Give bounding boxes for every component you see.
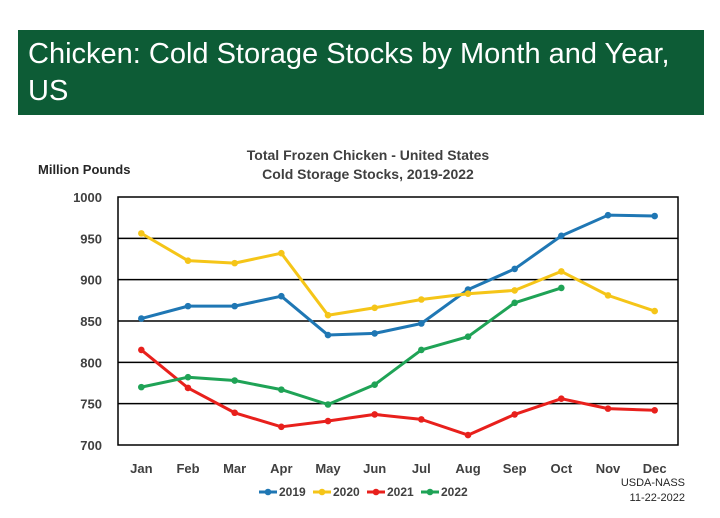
data-point-2019-mar <box>231 302 238 310</box>
data-point-2021-jun <box>371 411 378 418</box>
data-point-2022-apr <box>278 386 285 393</box>
legend-label-2019: 2019 <box>279 485 306 499</box>
x-tick-jan: Jan <box>130 461 152 476</box>
data-point-2021-dec <box>651 406 658 414</box>
series-line-2022 <box>141 286 562 406</box>
x-tick-may: May <box>315 461 341 476</box>
y-tick-labels: 700 750 800 850 900 950 1000 <box>73 190 102 453</box>
data-point-2022-mar <box>231 377 238 384</box>
y-tick-900: 900 <box>80 273 102 288</box>
series-2021 <box>138 346 658 439</box>
data-point-2021-mar <box>231 409 238 417</box>
data-point-2020-mar <box>231 259 238 267</box>
series-line-2019 <box>140 213 655 337</box>
legend-item-2020: 2020 <box>313 485 360 499</box>
x-tick-nov: Nov <box>596 461 621 476</box>
data-point-2021-jan <box>138 346 145 354</box>
y-tick-1000: 1000 <box>73 190 102 205</box>
x-tick-dec: Dec <box>643 461 667 476</box>
legend-marker-2020 <box>318 488 326 496</box>
y-axis-label: Million Pounds <box>38 162 130 177</box>
data-point-2021-jul <box>418 416 425 423</box>
data-point-2019-jun <box>371 330 378 337</box>
data-point-2020-feb <box>184 257 192 264</box>
data-point-2021-feb <box>184 384 192 392</box>
data-point-2019-apr <box>278 292 285 300</box>
chart-title: Total Frozen Chicken - United States Cold… <box>247 147 490 182</box>
data-point-2019-jul <box>418 320 425 327</box>
data-point-2019-feb <box>184 302 192 310</box>
data-point-2019-may <box>324 331 332 339</box>
data-point-2019-sep <box>511 265 518 273</box>
data-point-2020-sep <box>511 287 518 294</box>
series-2020 <box>138 230 658 319</box>
legend-label-2020: 2020 <box>333 485 360 499</box>
legend-label-2022: 2022 <box>441 485 468 499</box>
legend-item-2019: 2019 <box>259 485 306 499</box>
legend-label-2021: 2021 <box>387 485 414 499</box>
data-point-2020-jun <box>371 304 378 312</box>
chart-title-line-1: Total Frozen Chicken - United States <box>247 147 490 163</box>
data-point-2019-oct <box>558 232 565 240</box>
series-line-2020 <box>140 232 656 317</box>
x-tick-sep: Sep <box>503 461 527 476</box>
data-point-2020-oct <box>558 268 565 275</box>
x-tick-aug: Aug <box>455 461 480 476</box>
x-tick-jun: Jun <box>363 461 386 476</box>
y-tick-950: 950 <box>80 231 102 246</box>
legend-item-2022: 2022 <box>421 485 468 499</box>
line-chart: Total Frozen Chicken - United States Cold… <box>38 147 685 504</box>
x-tick-jul: Jul <box>412 461 431 476</box>
data-point-2021-oct <box>558 395 565 403</box>
legend-marker-2019 <box>264 488 272 496</box>
data-point-2020-jul <box>418 296 425 303</box>
data-point-2020-may <box>324 311 332 319</box>
data-point-2020-aug <box>464 290 472 298</box>
x-tick-mar: Mar <box>223 461 246 476</box>
data-point-2022-aug <box>464 333 472 341</box>
source-credit: USDA-NASS <box>621 477 685 489</box>
y-tick-800: 800 <box>80 355 102 370</box>
banner-title: Chicken: Cold Storage Stocks by Month an… <box>28 38 670 107</box>
data-point-2020-nov <box>604 292 612 299</box>
data-point-2019-jan <box>138 315 145 322</box>
data-point-2022-sep <box>511 299 518 307</box>
plot-frame <box>117 196 679 446</box>
x-tick-apr: Apr <box>270 461 292 476</box>
y-tick-850: 850 <box>80 314 102 329</box>
data-point-2019-dec <box>651 212 658 220</box>
data-point-2021-aug <box>464 431 472 439</box>
data-point-2020-dec <box>651 307 658 315</box>
data-point-2020-apr <box>278 249 285 257</box>
gridlines <box>117 196 679 446</box>
data-point-2022-jul <box>418 346 425 354</box>
series-line-2021 <box>140 348 655 437</box>
date-credit: 11-22-2022 <box>630 492 685 504</box>
legend-marker-2022 <box>426 488 434 496</box>
data-point-2021-apr <box>278 423 285 431</box>
x-tick-labels: Jan Feb Mar Apr May Jun Jul Aug Sep Oct Nov Dec <box>130 461 666 476</box>
legend: 2019 2020 2021 2022 <box>259 485 468 499</box>
x-tick-oct: Oct <box>550 461 572 476</box>
y-tick-700: 700 <box>80 438 102 453</box>
series-lines <box>138 211 658 439</box>
banner: Chicken: Cold Storage Stocks by Month an… <box>18 30 704 115</box>
legend-marker-2021 <box>372 488 380 496</box>
data-point-2022-jun <box>371 381 378 388</box>
series-2022 <box>138 284 565 408</box>
data-point-2019-nov <box>604 211 612 219</box>
chart-title-line-2: Cold Storage Stocks, 2019-2022 <box>262 166 474 182</box>
data-point-2021-may <box>324 417 332 425</box>
legend-item-2021: 2021 <box>367 485 414 499</box>
data-point-2022-may <box>324 401 332 408</box>
data-point-2020-jan <box>138 230 145 237</box>
data-point-2022-feb <box>184 373 192 381</box>
data-point-2021-nov <box>604 405 612 412</box>
data-point-2022-oct <box>558 284 565 292</box>
data-point-2022-jan <box>138 383 145 391</box>
x-tick-feb: Feb <box>176 461 199 476</box>
series-2019 <box>138 211 658 339</box>
y-tick-750: 750 <box>80 397 102 412</box>
data-point-2021-sep <box>511 411 518 418</box>
